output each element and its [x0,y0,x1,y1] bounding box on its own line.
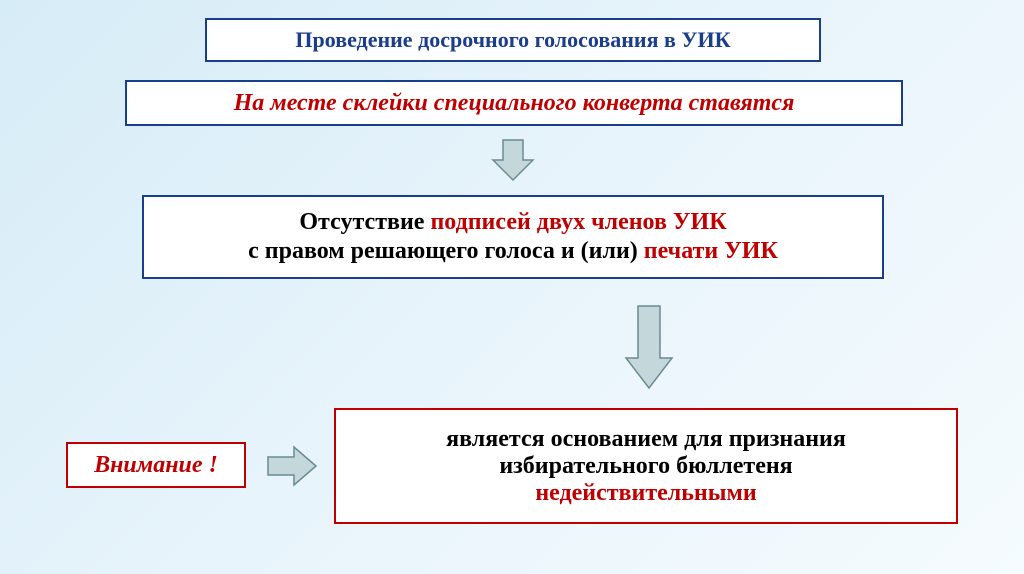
absence-l1-black: Отсутствие [299,209,430,235]
reason-line1: является основанием для признания [446,426,846,453]
seal-text: На месте склейки специального конверта с… [234,90,795,117]
absence-l1-red: подписей двух членов УИК [430,209,726,235]
absence-l2-red: печати УИК [644,238,778,264]
arrow-right [264,443,320,489]
absence-box: Отсутствие подписей двух членов УИК с пр… [142,195,884,279]
reason-line3: недействительными [535,480,756,507]
attention-box: Внимание ! [66,442,246,488]
title-text: Проведение досрочного голосования в УИК [295,27,730,53]
absence-line2: с правом решающего голоса и (или) печати… [248,238,778,265]
absence-l2-black: с правом решающего голоса и (или) [248,238,644,264]
seal-box: На месте склейки специального конверта с… [125,80,903,126]
reason-box: является основанием для признания избира… [334,408,958,524]
absence-line1: Отсутствие подписей двух членов УИК [299,209,726,236]
attention-text: Внимание ! [94,452,218,479]
title-box: Проведение досрочного голосования в УИК [205,18,821,62]
arrow-down-2 [622,300,676,394]
reason-line2: избирательного бюллетеня [499,453,792,480]
arrow-down-1 [488,135,538,185]
